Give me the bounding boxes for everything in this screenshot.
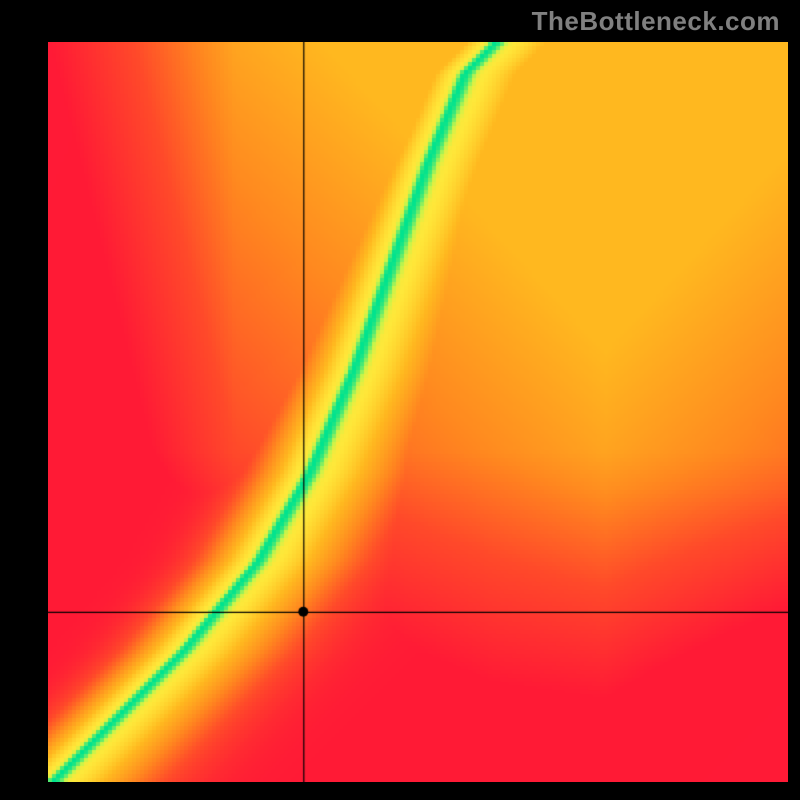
- figure-container: TheBottleneck.com: [0, 0, 800, 800]
- bottleneck-heatmap: [48, 42, 788, 782]
- watermark-text: TheBottleneck.com: [532, 6, 780, 37]
